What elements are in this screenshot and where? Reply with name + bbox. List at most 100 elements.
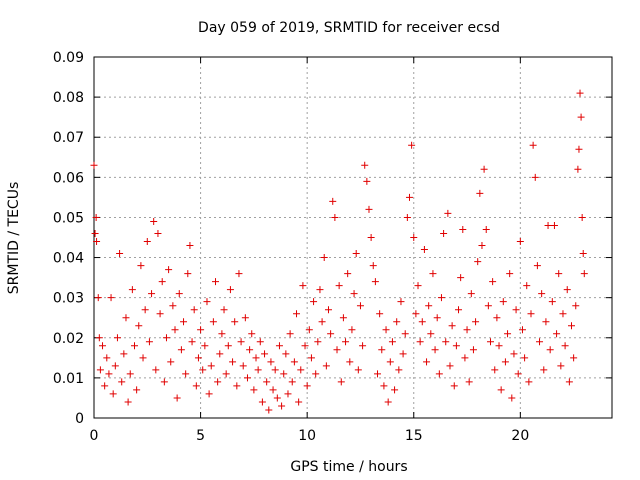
data-point [103, 354, 111, 362]
data-point [575, 145, 583, 153]
data-point [437, 294, 445, 302]
data-point [557, 362, 565, 370]
data-point [91, 229, 99, 237]
data-point [107, 294, 115, 302]
data-point [482, 225, 490, 233]
data-point [118, 378, 126, 386]
data-point [476, 189, 484, 197]
data-point [177, 346, 185, 354]
y-tick-label: 0.07 [53, 130, 84, 146]
data-point [216, 350, 224, 358]
data-point [342, 338, 350, 346]
y-tick-label: 0.05 [53, 210, 84, 226]
data-point [546, 346, 554, 354]
data-point [278, 402, 286, 410]
data-point [337, 378, 345, 386]
data-point [90, 161, 98, 169]
y-tick-label: 0.02 [53, 331, 84, 347]
data-point [512, 306, 520, 314]
data-point [516, 238, 524, 246]
data-point [374, 370, 382, 378]
data-point [480, 165, 488, 173]
data-point [222, 370, 230, 378]
data-point [548, 298, 556, 306]
data-point [369, 262, 377, 270]
data-point [576, 89, 584, 97]
data-point [504, 330, 512, 338]
data-point [258, 398, 266, 406]
data-point [448, 322, 456, 330]
data-point [261, 350, 269, 358]
data-point [478, 242, 486, 250]
y-tick-label: 0.06 [53, 170, 84, 186]
data-point [286, 330, 294, 338]
data-point [280, 370, 288, 378]
data-point [214, 378, 222, 386]
data-point [579, 250, 587, 258]
data-point [235, 270, 243, 278]
data-point [333, 346, 341, 354]
data-point [416, 338, 424, 346]
data-point [141, 306, 149, 314]
data-point [226, 286, 234, 294]
x-tick-label: 10 [298, 428, 316, 444]
data-point [256, 338, 264, 346]
data-point [199, 366, 207, 374]
data-point [128, 286, 136, 294]
data-point [425, 302, 433, 310]
x-tick-label: 0 [90, 428, 99, 444]
data-point [435, 370, 443, 378]
data-point [359, 342, 367, 350]
data-point [314, 338, 322, 346]
data-point [580, 270, 588, 278]
data-point [126, 370, 134, 378]
data-points [90, 89, 588, 414]
data-point [96, 366, 104, 374]
data-point [463, 326, 471, 334]
data-point [93, 238, 101, 246]
data-point [305, 326, 313, 334]
data-point [423, 358, 431, 366]
data-point [180, 318, 188, 326]
data-point [184, 270, 192, 278]
data-point [205, 390, 213, 398]
data-point [442, 338, 450, 346]
data-point [514, 370, 522, 378]
data-point [452, 342, 460, 350]
data-point [495, 342, 503, 350]
data-point [499, 298, 507, 306]
data-point [229, 358, 237, 366]
data-point [212, 278, 220, 286]
data-point [348, 326, 356, 334]
data-point [299, 282, 307, 290]
data-point [553, 330, 561, 338]
data-point [376, 310, 384, 318]
data-point [169, 302, 177, 310]
data-point [493, 314, 501, 322]
data-point [429, 270, 437, 278]
data-point [273, 394, 281, 402]
data-point [322, 362, 330, 370]
data-point [457, 274, 465, 282]
data-point [186, 242, 194, 250]
data-point [139, 354, 147, 362]
data-point [209, 318, 217, 326]
data-point [572, 302, 580, 310]
data-point [94, 294, 102, 302]
data-point [92, 213, 100, 221]
data-point [472, 318, 480, 326]
data-point [523, 282, 531, 290]
data-point [384, 398, 392, 406]
data-point [527, 310, 535, 318]
data-point [194, 354, 202, 362]
x-tick-label: 5 [196, 428, 205, 444]
data-point [418, 318, 426, 326]
data-point [250, 386, 258, 394]
data-point [135, 322, 143, 330]
data-point [182, 370, 190, 378]
data-point [312, 370, 320, 378]
x-tick-label: 20 [511, 428, 529, 444]
data-point [190, 306, 198, 314]
chart-title: Day 059 of 2019, SRMTID for receiver ecs… [198, 20, 500, 36]
